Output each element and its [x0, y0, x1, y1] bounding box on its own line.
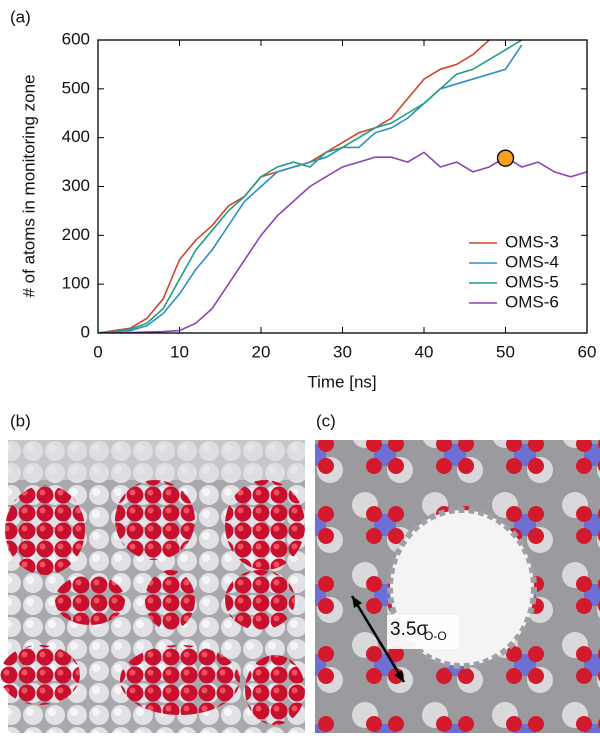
y-tick-label: 0: [81, 322, 90, 341]
image-b: [0, 440, 305, 733]
legend-label: OMS-4: [505, 252, 559, 271]
y-axis-label: # of atoms in monitoring zone: [19, 74, 38, 297]
y-tick-label: 600: [62, 29, 90, 48]
plot-area: 0 10 20 30 40 50 600100200300400500600OMS-3OMS…: [62, 29, 597, 361]
x-tick-label: 50: [496, 342, 515, 361]
x-tick-label: 10: [170, 342, 189, 361]
annotation: 3.5σ: [390, 619, 428, 640]
x-tick-label: 0: [93, 342, 102, 361]
panel-label: (c): [316, 411, 336, 430]
annotation-subscript: O-O: [424, 629, 447, 643]
y-tick-label: 500: [62, 78, 90, 97]
y-tick-label: 200: [62, 225, 90, 244]
y-tick-label: 100: [62, 274, 90, 293]
marker: [496, 149, 515, 167]
series-line: [98, 40, 523, 333]
series-line: [98, 40, 490, 333]
image-c: 3.5σ O-O: [315, 440, 600, 733]
legend-label: OMS-3: [505, 232, 559, 251]
legend-label: OMS-6: [505, 292, 559, 311]
x-axis-label: Time [ns]: [307, 372, 376, 391]
y-tick-label: 400: [62, 127, 90, 146]
y-tick-label: 300: [62, 176, 90, 195]
panel-label: (b): [10, 411, 31, 430]
legend-label: OMS-5: [505, 272, 559, 291]
panel-label: (a): [10, 7, 31, 26]
x-tick-label: 20: [252, 342, 271, 361]
x-tick-label: 30: [333, 342, 352, 361]
series-line: [98, 44, 523, 333]
x-tick-label: 60: [578, 342, 597, 361]
x-tick-label: 40: [415, 342, 434, 361]
frame: [97, 39, 588, 334]
